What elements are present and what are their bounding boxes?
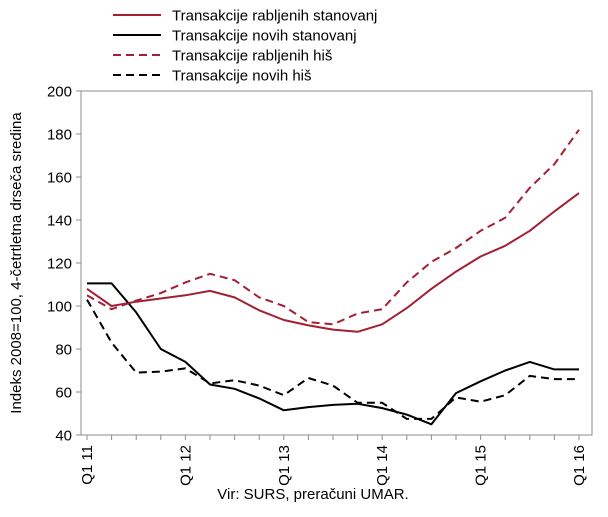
legend-label: Transakcije novih stanovanj — [172, 28, 357, 45]
legend-label: Transakcije rabljenih stanovanj — [172, 8, 377, 25]
x-tick-label: Q1 12 — [177, 445, 194, 486]
plot-border — [80, 90, 593, 436]
x-axis: Q1 11 Q1 12 Q1 13 Q1 14 Q1 15 Q1 16 — [79, 435, 588, 486]
y-axis-title: Indeks 2008=100, 4-četrtletna drseča sre… — [8, 112, 25, 414]
x-tick-label: Q1 15 — [473, 445, 490, 486]
source-note: Vir: SURS, preračuni UMAR. — [217, 486, 408, 503]
y-tick-label: 40 — [55, 428, 72, 445]
y-tick-label: 80 — [55, 342, 72, 359]
series-line — [86, 192, 580, 333]
y-tick-label: 180 — [47, 127, 72, 144]
y-tick-label: 120 — [47, 256, 72, 273]
legend: Transakcije rabljenih stanovanj Transakci… — [113, 8, 377, 85]
y-tick-label: 100 — [47, 299, 72, 316]
y-tick-label: 140 — [47, 213, 72, 230]
plot-area — [80, 90, 593, 436]
series-line — [86, 299, 579, 420]
x-tick-label: Q1 11 — [79, 445, 96, 485]
x-tick-label: Q1 14 — [374, 445, 391, 486]
legend-label: Transakcije rabljenih hiš — [172, 48, 332, 65]
x-tick-label: Q1 16 — [571, 445, 588, 486]
series-layer — [86, 129, 580, 426]
series-line — [86, 129, 580, 326]
series-line — [87, 282, 579, 426]
legend-label: Transakcije novih hiš — [172, 68, 312, 85]
x-tick-label: Q1 13 — [276, 445, 293, 486]
y-tick-label: 200 — [47, 84, 72, 101]
y-tick-label: 160 — [47, 170, 72, 187]
y-tick-label: 60 — [55, 385, 72, 402]
y-axis: 40 60 80 100 120 140 160 180 200 — [47, 84, 81, 445]
